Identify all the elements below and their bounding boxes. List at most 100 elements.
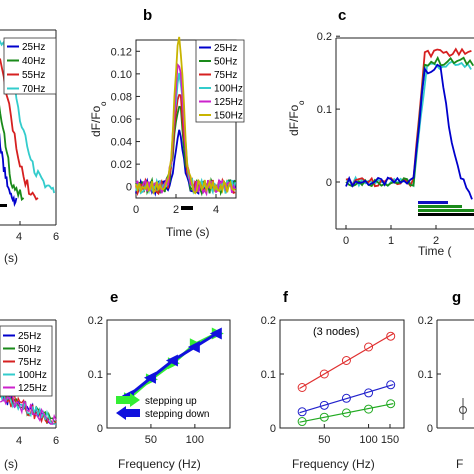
panel-e-ytick: 0.2 — [88, 315, 103, 327]
panel-f-point — [386, 399, 396, 409]
panel-label-g: g — [452, 289, 461, 306]
panel-g-ytick: 0.2 — [418, 315, 433, 327]
panel-g: F 0 0.1 0.2 — [418, 315, 474, 471]
panel-f-annotation: (3 nodes) — [313, 326, 359, 338]
panel-f-ytick: 0.1 — [261, 369, 276, 381]
panel-d-legend-label: 25Hz — [18, 331, 41, 342]
panel-b-legend-label: 50Hz — [214, 57, 237, 68]
panel-e-marker — [143, 371, 156, 384]
panel-c-stim-bars — [418, 201, 474, 216]
panel-b-ytick: 0.12 — [111, 46, 132, 58]
panel-a-xtick-4: 4 — [16, 231, 22, 243]
panel-b-xtick: 4 — [213, 204, 219, 216]
panel-b-ylabel-sub: o — [99, 101, 108, 106]
panel-f-point — [297, 383, 307, 392]
panel-d-legend-label: 50Hz — [18, 344, 41, 355]
panel-a-series-line — [0, 132, 18, 208]
panel-f-ytick: 0.2 — [261, 315, 276, 327]
panel-f: Frequency (Hz) (3 nodes) 0 0.1 0.2 50 100 150 — [261, 315, 405, 471]
panel-g-ytick: 0 — [427, 423, 433, 435]
panel-f-xtick: 50 — [318, 434, 330, 446]
panel-d: 4 6 (s) 25Hz 50Hz 75Hz 100Hz 125Hz — [0, 319, 59, 471]
panel-b-xtick: 0 — [133, 204, 139, 216]
panel-e-legend-label: stepping up — [145, 396, 197, 407]
panel-e-legend: stepping up stepping down — [116, 393, 210, 420]
panel-e-ytick: 0.1 — [88, 369, 103, 381]
panel-a-legend-label: 40Hz — [22, 56, 45, 67]
panel-c-series-line — [345, 63, 473, 200]
panel-a-xlabel: (s) — [4, 251, 18, 265]
panel-f-point — [364, 404, 374, 414]
panel-d-legend: 25Hz 50Hz 75Hz 100Hz 125Hz — [0, 325, 53, 397]
panel-d-xtick-6: 6 — [53, 435, 59, 447]
panel-f-point — [341, 393, 351, 403]
panel-b-ytick: 0.08 — [111, 91, 132, 103]
panel-d-legend-label: 100Hz — [18, 370, 47, 381]
panel-f-point — [319, 369, 329, 379]
panel-c-series-line — [345, 55, 474, 188]
panel-c-xtick: 2 — [433, 235, 439, 247]
panel-f-fit-line — [299, 403, 394, 423]
panel-a-stim-bar — [0, 204, 7, 207]
panel-b-ytick: 0.02 — [111, 159, 132, 171]
panel-label-e: e — [110, 289, 118, 306]
panel-d-legend-label: 125Hz — [18, 383, 47, 394]
panel-label-b: b — [143, 7, 152, 24]
panel-e-xlabel: Frequency (Hz) — [118, 457, 201, 471]
panel-c-xtick: 1 — [388, 235, 394, 247]
panel-e-xtick: 50 — [145, 434, 157, 446]
panel-e: Frequency (Hz) 00.10.250 100 stepping ups… — [88, 315, 231, 471]
panel-a-legend-label: 55Hz — [22, 70, 45, 81]
panel-f-point — [386, 380, 396, 390]
panel-f-point — [319, 412, 329, 422]
panel-f-point — [364, 342, 374, 352]
panel-b-legend-label: 150Hz — [214, 111, 243, 122]
panel-f-point — [364, 388, 374, 398]
panel-c-ytick: 0 — [326, 177, 332, 189]
panel-a-series-line — [0, 58, 39, 201]
panel-c-ytick: 0.1 — [317, 104, 332, 116]
panel-d-legend-label: 75Hz — [18, 357, 41, 368]
panel-d-series-line — [0, 393, 57, 425]
panel-d-xtick-4: 4 — [16, 435, 22, 447]
panel-g-xlabel: F — [456, 457, 463, 471]
panel-c-ylabel: dF/Fo — [287, 104, 301, 136]
panel-b-legend-label: 25Hz — [214, 43, 237, 54]
panel-f-fit-line — [299, 333, 394, 390]
panel-f-fit-line — [299, 383, 394, 414]
panel-c-series-line — [345, 47, 472, 188]
panel-g-ytick: 0.1 — [418, 369, 433, 381]
panel-c-series-line — [345, 60, 472, 188]
panel-b-xlabel: Time (s) — [166, 225, 210, 239]
panel-d-xlabel: (s) — [4, 457, 18, 471]
panel-f-xlabel: Frequency (Hz) — [292, 457, 375, 471]
panel-b-stim-bar — [181, 206, 193, 210]
panel-c-xlabel: Time ( — [418, 244, 452, 258]
panel-e-marker — [165, 354, 178, 367]
panel-d-series-line — [0, 389, 57, 425]
panel-label-c: c — [338, 7, 346, 24]
panel-b-legend-label: 75Hz — [214, 70, 237, 81]
panel-b-xtick: 2 — [173, 204, 179, 216]
panel-f-point — [297, 417, 307, 427]
panel-a-legend-label: 70Hz — [22, 84, 45, 95]
panel-e-marker — [209, 327, 222, 340]
panel-b-ytick: 0.10 — [111, 69, 132, 81]
panel-b-legend-label: 100Hz — [214, 84, 243, 95]
panel-e-legend-swatch — [116, 406, 140, 420]
panel-b-ytick: 0 — [126, 182, 132, 194]
panel-e-legend-swatch — [116, 393, 140, 407]
panel-b-series-line — [135, 36, 236, 195]
panel-b-legend-label: 125Hz — [214, 97, 243, 108]
panel-f-point — [297, 407, 307, 417]
panel-a-series-line — [0, 104, 25, 202]
panel-e-marker — [187, 341, 200, 353]
panel-a: 4 6 (s) 25Hz 40Hz 55Hz 70Hz — [0, 29, 59, 265]
panel-c-xtick: 0 — [343, 235, 349, 247]
panel-b-ytick: 0.06 — [111, 114, 132, 126]
panel-f-point — [319, 400, 329, 410]
panel-f-point — [386, 331, 396, 341]
panel-f-xtick: 150 — [381, 434, 399, 446]
panel-f-ytick: 0 — [270, 423, 276, 435]
